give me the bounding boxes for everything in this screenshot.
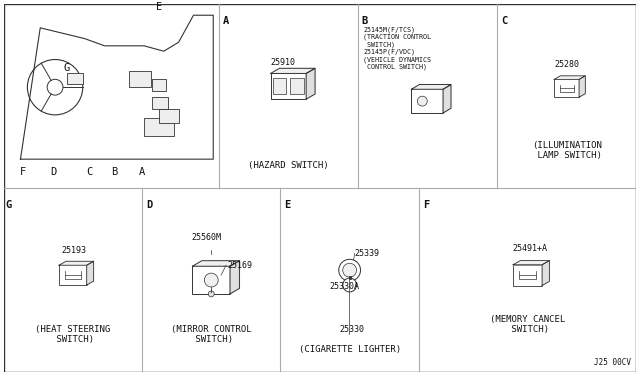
Polygon shape <box>579 76 586 97</box>
Circle shape <box>204 273 218 287</box>
Text: 25339: 25339 <box>355 249 380 258</box>
Text: 25560M: 25560M <box>191 234 221 243</box>
Text: (MEMORY CANCEL
 SWITCH): (MEMORY CANCEL SWITCH) <box>490 315 565 334</box>
Circle shape <box>343 263 356 277</box>
Text: F: F <box>423 200 429 210</box>
Circle shape <box>339 259 360 281</box>
Text: D: D <box>50 167 56 177</box>
Text: 25330: 25330 <box>340 326 365 334</box>
Text: 25491+A: 25491+A <box>513 244 548 253</box>
Text: 25330A: 25330A <box>330 282 360 292</box>
Polygon shape <box>271 68 315 73</box>
Text: B: B <box>111 167 118 177</box>
Polygon shape <box>443 84 451 113</box>
Text: D: D <box>146 200 152 210</box>
Polygon shape <box>86 261 93 285</box>
Text: A: A <box>223 16 229 26</box>
Text: (HAZARD SWITCH): (HAZARD SWITCH) <box>248 161 329 170</box>
Polygon shape <box>513 261 549 265</box>
Text: 25910: 25910 <box>271 58 296 67</box>
Circle shape <box>343 278 356 292</box>
Polygon shape <box>306 68 315 99</box>
Text: (HEAT STEERING
 SWITCH): (HEAT STEERING SWITCH) <box>35 325 111 344</box>
Bar <box>152 79 166 91</box>
Bar <box>271 73 306 99</box>
Text: G: G <box>6 200 12 210</box>
Bar <box>129 71 151 87</box>
Text: 25193: 25193 <box>61 246 86 255</box>
Text: (MIRROR CONTROL
 SWITCH): (MIRROR CONTROL SWITCH) <box>171 325 252 344</box>
Text: E: E <box>156 1 162 12</box>
Bar <box>193 266 230 294</box>
Bar <box>291 78 304 94</box>
Bar <box>152 97 168 109</box>
Polygon shape <box>230 261 239 294</box>
Polygon shape <box>554 76 586 79</box>
Polygon shape <box>193 261 239 266</box>
Text: G: G <box>64 63 70 73</box>
Text: 25280: 25280 <box>555 60 580 68</box>
Polygon shape <box>412 84 451 89</box>
Bar <box>144 118 173 136</box>
Text: 25145M(F/TCS)
(TRACTION CONTROL
 SWITCH)
25145P(F/VDC)
(VEHICLE DYNAMICS
 CONTRO: 25145M(F/TCS) (TRACTION CONTROL SWITCH) … <box>364 26 431 70</box>
Circle shape <box>208 291 214 297</box>
Text: (CIGARETTE LIGHTER): (CIGARETTE LIGHTER) <box>299 345 401 354</box>
Text: C: C <box>86 167 93 177</box>
Bar <box>513 265 542 285</box>
Polygon shape <box>542 261 549 285</box>
Bar <box>554 79 579 97</box>
Text: (ILLUMINATION
 LAMP SWITCH): (ILLUMINATION LAMP SWITCH) <box>532 141 602 160</box>
Bar <box>159 109 179 123</box>
Polygon shape <box>59 261 93 265</box>
Text: E: E <box>284 200 291 210</box>
Circle shape <box>417 96 428 106</box>
Text: C: C <box>501 16 507 26</box>
Text: J25 00CV: J25 00CV <box>595 358 632 367</box>
Text: 25169: 25169 <box>227 261 252 270</box>
Text: B: B <box>362 16 368 26</box>
Bar <box>59 265 86 285</box>
Bar <box>412 89 443 113</box>
Text: F: F <box>20 167 26 177</box>
Bar <box>273 78 286 94</box>
Bar <box>67 73 83 84</box>
Text: A: A <box>139 167 145 177</box>
